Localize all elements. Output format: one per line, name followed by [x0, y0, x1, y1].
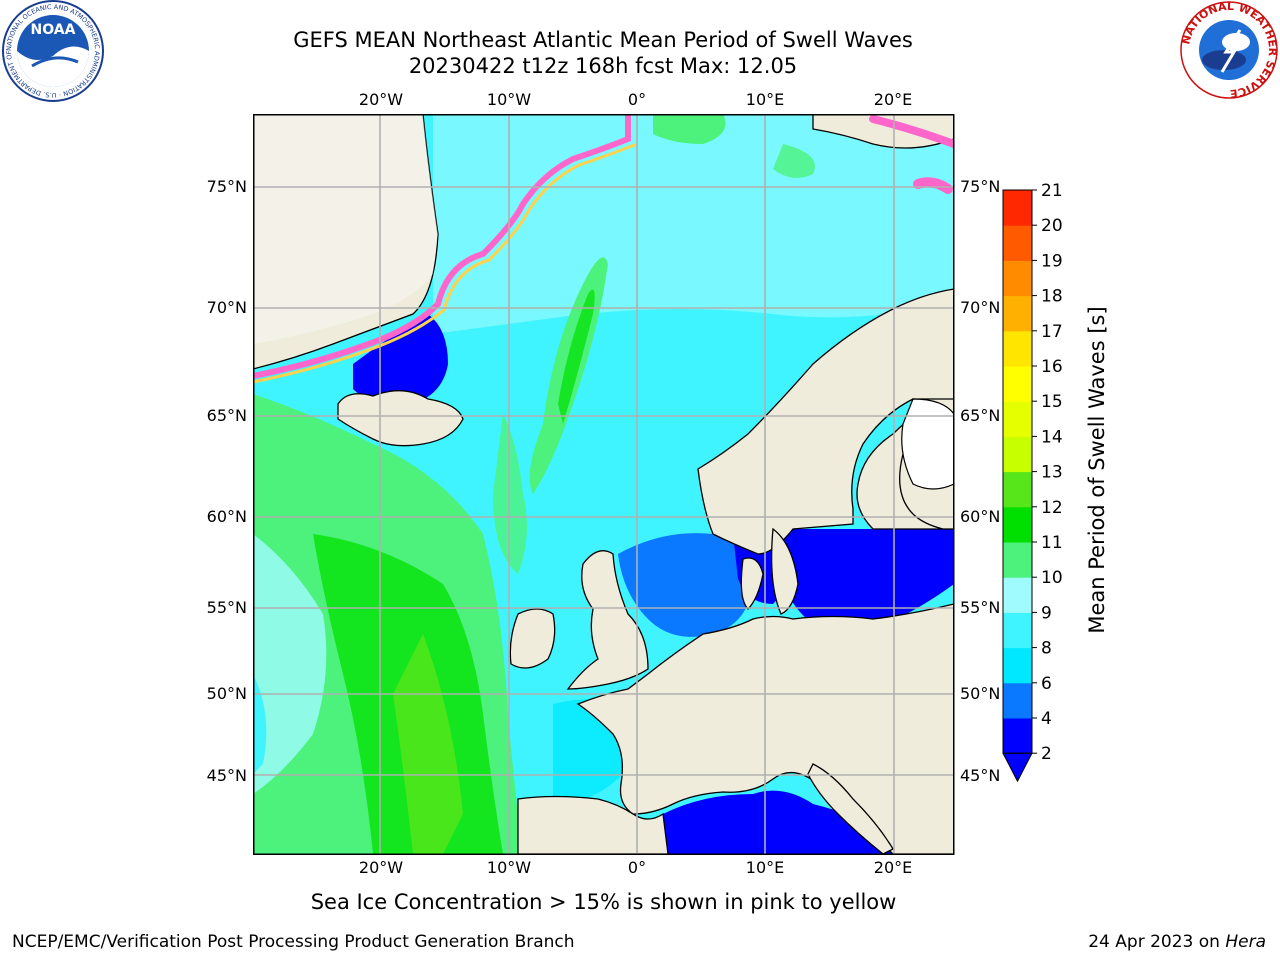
footer-credit: NCEP/EMC/Verification Post Processing Pr…	[12, 932, 575, 952]
colorbar: 2 4 6 8 9 10 11 12 13 14 15 16 17 18 19 20 21	[1002, 181, 1063, 783]
scandinavia	[697, 288, 954, 555]
lat-tick-left: 75°N	[206, 177, 247, 196]
greenland	[253, 114, 439, 370]
colorbar-tick-label: 4	[1041, 709, 1052, 729]
nws-logo: NATIONAL WEATHER SERVICE	[1179, 0, 1279, 100]
colorbar-tick-label: 19	[1041, 251, 1063, 271]
chart-title: GEFS MEAN Northeast Atlantic Mean Period…	[293, 28, 913, 52]
great-britain	[566, 550, 649, 690]
lon-tick-bottom: 20°W	[358, 858, 404, 877]
colorbar-tick-label: 20	[1041, 216, 1063, 236]
lon-tick-top: 20°E	[873, 90, 913, 109]
colorbar-bin	[1003, 436, 1032, 473]
lat-tick-left: 65°N	[206, 406, 247, 425]
colorbar-tick-label: 11	[1041, 533, 1063, 553]
colorbar-bin	[1003, 542, 1032, 578]
colorbar-bin	[1003, 330, 1032, 367]
lon-tick-bottom: 0°	[627, 858, 647, 877]
lat-tick-right: 60°N	[960, 507, 1001, 526]
iberia	[517, 795, 669, 854]
lat-tick-left: 70°N	[206, 298, 247, 317]
colorbar-tick-label: 18	[1041, 287, 1063, 307]
colorbar-bin	[1003, 260, 1032, 297]
colorbar-tick-label: 9	[1041, 603, 1052, 623]
lat-tick-right: 75°N	[960, 177, 1001, 196]
colorbar-tick-label: 15	[1041, 392, 1063, 412]
swell-zone-baltic	[768, 529, 954, 629]
iceland	[337, 390, 464, 447]
lat-tick-left: 55°N	[206, 598, 247, 617]
chart-subtitle: 20230422 t12z 168h fcst Max: 12.05	[408, 54, 798, 78]
colorbar-bin	[1003, 295, 1032, 332]
swell-zone-north-sea	[618, 533, 753, 637]
land	[253, 114, 954, 854]
colorbar-tick-label: 2	[1041, 744, 1052, 764]
lat-tick-right: 70°N	[960, 298, 1001, 317]
colorbar-bin	[1003, 506, 1032, 543]
lat-tick-right: 65°N	[960, 406, 1001, 425]
lon-tick-bottom: 10°W	[486, 858, 532, 877]
lat-tick-right: 55°N	[960, 598, 1001, 617]
lat-tick-left: 50°N	[206, 684, 247, 703]
colorbar-tick-label: 6	[1041, 674, 1052, 694]
colorbar-label: Mean Period of Swell Waves [s]	[1085, 306, 1109, 634]
colorbar-bin	[1003, 577, 1032, 613]
footer-date: 24 Apr 2023 on Hera	[1088, 932, 1266, 952]
sea-ice-edge	[253, 114, 954, 384]
colorbar-bin	[1003, 366, 1032, 402]
footer-host: Hera	[1225, 932, 1266, 952]
map-panel	[253, 114, 955, 855]
colorbar-tick-label: 17	[1041, 322, 1063, 342]
colorbar-bin	[1003, 647, 1032, 684]
noaa-text: NOAA	[31, 22, 76, 38]
ireland	[509, 608, 556, 669]
colorbar-tick-label: 14	[1041, 427, 1063, 447]
colorbar-bin	[1003, 225, 1032, 261]
graticule	[253, 114, 954, 854]
colorbar-tick-label: 8	[1041, 639, 1052, 659]
colorbar-tick-label: 10	[1041, 568, 1063, 588]
map-frame	[253, 114, 955, 855]
lon-tick-top: 10°W	[486, 90, 532, 109]
lat-tick-left: 60°N	[206, 507, 247, 526]
swell-zone-iceland-north	[353, 314, 448, 405]
colorbar-bin	[1003, 682, 1032, 719]
sea-ice-caption: Sea Ice Concentration > 15% is shown in …	[310, 890, 897, 914]
colorbar-bin	[1003, 612, 1032, 649]
colorbar-extend-min	[1002, 752, 1033, 783]
lat-tick-right: 45°N	[960, 766, 1001, 785]
footer-date-text: 24 Apr 2023 on	[1088, 932, 1220, 952]
lon-tick-top: 0°	[627, 90, 647, 109]
colorbar-bin	[1003, 401, 1032, 437]
colorbar-bin	[1003, 190, 1032, 226]
colorbar-tick-label: 13	[1041, 463, 1063, 483]
lat-tick-left: 45°N	[206, 766, 247, 785]
lon-tick-top: 10°E	[745, 90, 785, 109]
colorbar-tick-label: 12	[1041, 498, 1063, 518]
lon-tick-top: 20°W	[358, 90, 404, 109]
continental-europe	[576, 603, 954, 854]
lon-tick-bottom: 20°E	[873, 858, 913, 877]
lon-tick-bottom: 10°E	[745, 858, 785, 877]
colorbar-bin	[1003, 718, 1032, 754]
colorbar-tick-label: 21	[1041, 181, 1063, 201]
colorbar-bin	[1003, 471, 1032, 508]
colorbar-tick-label: 16	[1041, 357, 1063, 377]
lat-tick-right: 50°N	[960, 684, 1001, 703]
noaa-logo: NATIONAL OCEANIC AND ATMOSPHERIC ADMINIS…	[0, 0, 104, 102]
